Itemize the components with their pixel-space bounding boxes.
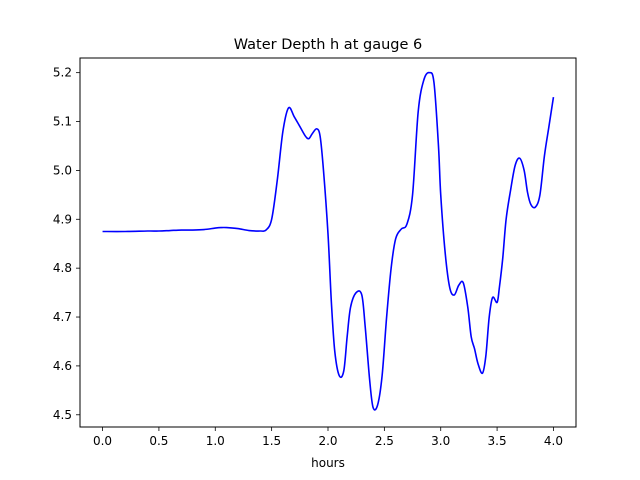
y-tick-label: 4.7 <box>53 310 72 324</box>
chart-title: Water Depth h at gauge 6 <box>234 37 422 53</box>
x-tick-label: 1.0 <box>206 434 225 448</box>
x-tick-label: 3.5 <box>488 434 507 448</box>
y-tick-label: 5.1 <box>53 115 72 129</box>
x-tick-label: 0.5 <box>149 434 168 448</box>
y-tick-label: 5.2 <box>53 66 72 80</box>
x-axis-label: hours <box>311 456 345 470</box>
y-tick-label: 4.8 <box>53 261 72 275</box>
y-tick-label: 5.0 <box>53 163 72 177</box>
x-axis: 0.0 0.5 1.0 1.5 2.0 2.5 3.0 3.5 4.0 <box>93 427 563 448</box>
x-tick-label: 3.0 <box>431 434 450 448</box>
y-axis: 4.5 4.6 4.7 4.8 4.9 5.0 5.1 5.2 <box>53 66 80 422</box>
x-tick-label: 0.0 <box>93 434 112 448</box>
x-tick-label: 2.0 <box>318 434 337 448</box>
y-tick-label: 4.9 <box>53 212 72 226</box>
series-line-0 <box>102 71 555 411</box>
x-tick-label: 1.5 <box>262 434 281 448</box>
x-tick-label: 4.0 <box>544 434 563 448</box>
plot-area <box>102 71 555 411</box>
x-tick-label: 2.5 <box>375 434 394 448</box>
y-tick-label: 4.5 <box>53 408 72 422</box>
y-tick-label: 4.6 <box>53 359 72 373</box>
